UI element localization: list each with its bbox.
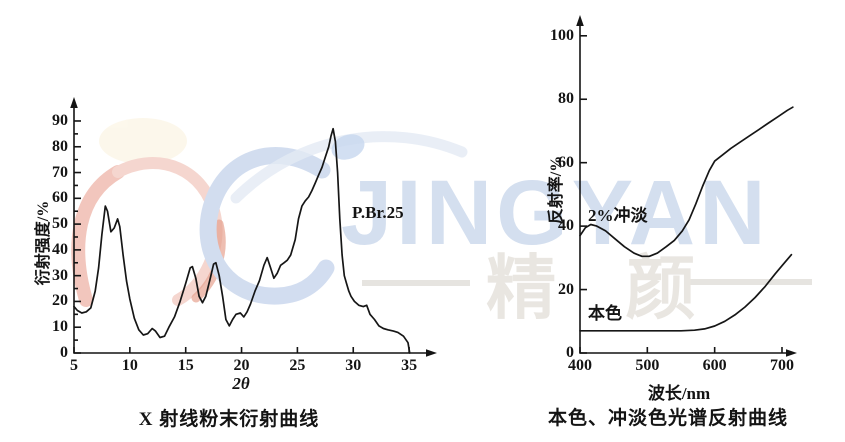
tick-label: 0: [566, 344, 574, 361]
tick-label: 40: [558, 217, 574, 235]
right-y-axis-label: 反射率/%: [548, 155, 565, 225]
watermark-brand-text: JINGYAN: [341, 162, 770, 264]
logo-red-swoosh: [71, 165, 125, 307]
tick-label: 0: [60, 344, 68, 361]
watermark-brand-cjk: 精 颜: [486, 250, 722, 328]
tick-label: 10: [52, 318, 68, 336]
tick-label: 70: [52, 163, 68, 181]
tick-label: 20: [558, 280, 574, 298]
tick-label: 80: [52, 137, 68, 155]
right-curve-annotation-diluted: 2%冲淡: [588, 206, 648, 225]
left-curve-annotation: P.Br.25: [352, 203, 404, 222]
tick-label: 60: [52, 189, 68, 207]
tick-label: 90: [52, 111, 68, 129]
tick-label: 35: [401, 357, 418, 374]
tick-label: 25: [289, 357, 306, 374]
tick-label: 40: [52, 240, 68, 258]
left-chart-title: X 射线粉末衍射曲线: [138, 409, 320, 430]
tick-label: 700: [769, 357, 794, 374]
tick-label: 30: [52, 266, 68, 284]
logo-swirl: [71, 118, 468, 307]
watermark-dash-left: [362, 280, 470, 286]
tick-label: 5: [70, 357, 78, 374]
tick-label: 15: [177, 357, 194, 374]
tick-label: 400: [568, 357, 592, 374]
tick-label: 50: [52, 215, 68, 233]
tick-label: 30: [345, 357, 362, 374]
left-y-axis-label: 衍射强度/%: [35, 200, 52, 286]
right-x-axis-label: 波长/nm: [647, 384, 711, 403]
logo-blue-dot: [331, 134, 365, 160]
tick-label: 600: [702, 357, 727, 374]
watermark-dash-right: [688, 279, 812, 285]
right-curve-annotation-masstone: 本色: [588, 304, 622, 323]
left-x-axis-label: 2θ: [232, 374, 250, 393]
right-chart-title: 本色、冲淡色光谱反射曲线: [547, 408, 788, 429]
logo-blue-swirl: [199, 147, 335, 305]
tick-label: 80: [558, 90, 574, 108]
tick-label: 10: [121, 357, 138, 374]
tick-label: 20: [233, 357, 250, 374]
tick-label: 60: [558, 153, 574, 171]
tick-label: 20: [52, 292, 68, 310]
tick-label: 100: [550, 26, 574, 44]
logo-cream-blob: [99, 118, 187, 164]
tick-label: 500: [635, 357, 660, 374]
